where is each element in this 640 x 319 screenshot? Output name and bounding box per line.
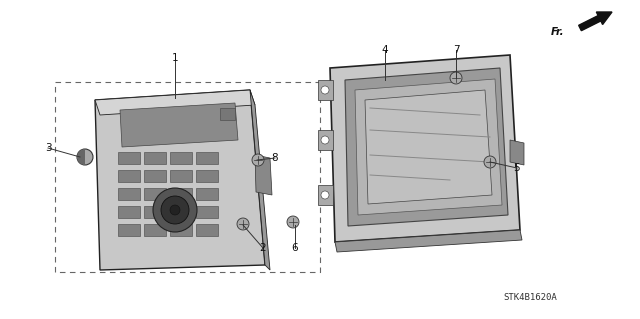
- Text: Fr.: Fr.: [551, 27, 565, 37]
- Polygon shape: [250, 90, 270, 270]
- Bar: [318, 80, 333, 100]
- Bar: [144, 188, 166, 200]
- Circle shape: [321, 191, 329, 199]
- Bar: [196, 224, 218, 236]
- Bar: [144, 152, 166, 164]
- Bar: [118, 188, 140, 200]
- Polygon shape: [95, 90, 255, 115]
- Circle shape: [252, 154, 264, 166]
- Circle shape: [170, 205, 180, 215]
- Bar: [196, 152, 218, 164]
- Bar: [196, 206, 218, 218]
- Bar: [318, 130, 333, 150]
- Text: 7: 7: [452, 45, 460, 55]
- Bar: [170, 152, 192, 164]
- Bar: [196, 170, 218, 182]
- Text: 5: 5: [514, 163, 520, 173]
- Circle shape: [321, 136, 329, 144]
- Bar: [220, 108, 235, 120]
- Text: 2: 2: [260, 243, 266, 253]
- Circle shape: [450, 72, 462, 84]
- Polygon shape: [330, 55, 520, 242]
- Bar: [318, 185, 333, 205]
- Bar: [144, 224, 166, 236]
- Polygon shape: [255, 155, 272, 195]
- FancyArrow shape: [579, 12, 612, 31]
- Bar: [144, 170, 166, 182]
- Polygon shape: [335, 230, 522, 252]
- Bar: [118, 224, 140, 236]
- Circle shape: [287, 216, 299, 228]
- Text: 3: 3: [45, 143, 51, 153]
- Polygon shape: [120, 103, 238, 147]
- Polygon shape: [355, 79, 502, 215]
- Text: STK4B1620A: STK4B1620A: [503, 293, 557, 302]
- Polygon shape: [95, 90, 265, 270]
- Text: 6: 6: [292, 243, 298, 253]
- Polygon shape: [510, 140, 524, 165]
- Polygon shape: [365, 90, 492, 204]
- Bar: [55, 82, 320, 272]
- Bar: [170, 206, 192, 218]
- Bar: [118, 170, 140, 182]
- Text: 1: 1: [172, 53, 179, 63]
- Circle shape: [237, 218, 249, 230]
- Circle shape: [161, 196, 189, 224]
- Bar: [170, 224, 192, 236]
- Bar: [196, 188, 218, 200]
- Bar: [118, 206, 140, 218]
- Bar: [170, 188, 192, 200]
- Bar: [170, 170, 192, 182]
- Circle shape: [321, 86, 329, 94]
- Text: 4: 4: [381, 45, 388, 55]
- Circle shape: [153, 188, 197, 232]
- Circle shape: [484, 156, 496, 168]
- Text: 8: 8: [272, 153, 278, 163]
- Bar: [118, 152, 140, 164]
- Circle shape: [77, 149, 93, 165]
- Wedge shape: [77, 149, 85, 165]
- Polygon shape: [345, 68, 508, 226]
- Bar: [144, 206, 166, 218]
